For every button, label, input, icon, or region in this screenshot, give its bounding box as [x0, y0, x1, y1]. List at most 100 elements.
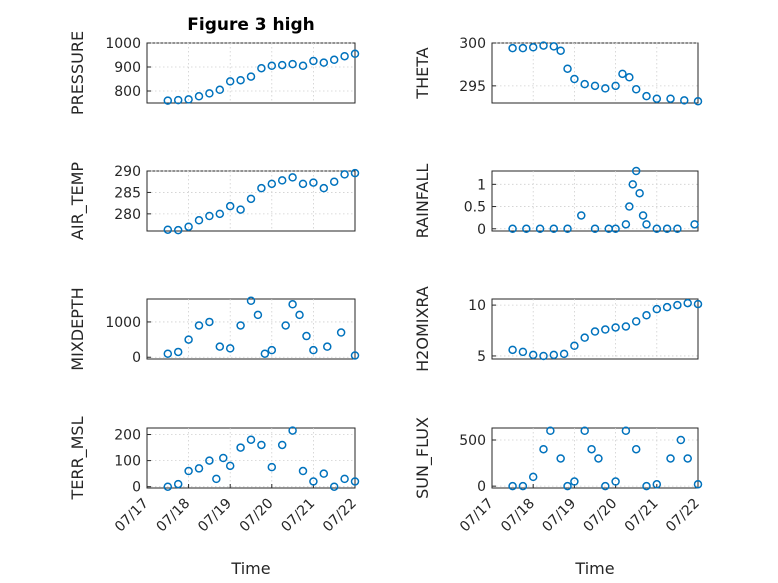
data-point	[205, 317, 214, 327]
data-point	[173, 479, 183, 489]
data-point	[580, 333, 589, 342]
data-point	[621, 220, 631, 229]
data-point	[288, 426, 297, 435]
data-point	[253, 310, 263, 320]
data-point	[570, 74, 579, 84]
data-point	[288, 59, 297, 69]
panel-0: 800 900 1000 PRESSURE	[68, 31, 360, 115]
data-point	[693, 97, 703, 106]
x-tick-label: 07/18	[154, 496, 194, 536]
y-tick-label: 800	[114, 84, 141, 100]
data-point	[673, 224, 682, 234]
data-point	[194, 216, 204, 225]
data-point	[590, 327, 600, 336]
data-point	[559, 349, 569, 359]
data-point	[693, 299, 703, 309]
data-point	[340, 474, 349, 484]
data-point	[267, 462, 277, 472]
axes-box	[146, 170, 356, 232]
data-point	[184, 95, 193, 104]
data-point	[611, 323, 620, 332]
data-point	[577, 211, 586, 220]
data-point	[570, 477, 579, 486]
data-point	[267, 61, 277, 71]
data-point	[225, 77, 235, 86]
panel-6: 0 100 200 07/17 07/18 07/19 07/20 07/21 07/22 Tim…	[68, 416, 360, 578]
data-point	[260, 349, 270, 358]
data-point	[621, 426, 631, 436]
y-tick-label: 10	[468, 298, 486, 314]
axes-box	[491, 42, 699, 104]
data-point	[205, 89, 214, 98]
data-point	[642, 481, 651, 491]
y-tick-label: 1000	[105, 315, 141, 331]
x-tick-label: 07/18	[498, 496, 538, 536]
data-point	[549, 350, 559, 360]
panel-4: 0 1000 MIXDEPTH	[68, 287, 360, 371]
y-tick-label: 900	[114, 60, 141, 76]
y-tick-label: 300	[459, 36, 486, 52]
data-point	[219, 453, 228, 463]
y-tick-label: 0.5	[464, 200, 486, 216]
data-point	[549, 224, 559, 234]
data-point	[666, 94, 675, 103]
data-point	[173, 347, 183, 357]
data-point	[225, 344, 235, 353]
data-point	[508, 481, 517, 491]
data-point	[570, 341, 579, 351]
data-point	[652, 224, 662, 234]
data-point	[319, 469, 329, 478]
data-point	[350, 168, 360, 178]
data-point	[163, 96, 173, 105]
y-tick-label: 0	[132, 350, 141, 366]
y-tick-label: 280	[114, 207, 141, 223]
data-point	[666, 454, 675, 463]
data-point	[611, 224, 620, 234]
data-point	[246, 194, 256, 204]
data-point	[539, 41, 548, 50]
data-point	[631, 317, 641, 326]
data-point	[329, 55, 339, 65]
data-point	[309, 56, 318, 66]
x-tick-label: 07/19	[195, 496, 235, 536]
data-point	[601, 325, 610, 334]
data-point	[288, 300, 297, 309]
data-point	[594, 454, 603, 463]
data-point	[295, 310, 304, 320]
data-point	[508, 224, 517, 234]
y-tick-label: 0	[132, 480, 141, 496]
data-point	[163, 225, 173, 234]
data-point	[350, 49, 360, 59]
data-point	[267, 345, 277, 355]
y-tick-label: 295	[459, 79, 486, 95]
data-point	[281, 321, 290, 330]
y-tick-label: 200	[114, 428, 141, 444]
data-point	[642, 311, 651, 320]
axes-box	[146, 427, 356, 489]
x-tick-label: 07/21	[622, 496, 662, 536]
data-point	[298, 179, 308, 189]
data-point	[215, 85, 225, 95]
data-point	[340, 170, 349, 179]
data-point	[508, 345, 517, 355]
data-point	[546, 426, 555, 436]
x-axis-label: Time	[574, 559, 614, 578]
data-point	[163, 482, 173, 491]
data-point	[618, 69, 627, 79]
data-point	[683, 298, 692, 308]
data-point	[163, 349, 173, 358]
data-point	[205, 456, 214, 465]
data-point	[676, 435, 686, 445]
data-point	[184, 222, 193, 231]
x-axis-label: Time	[230, 559, 270, 578]
data-point	[194, 321, 204, 330]
y-tick-label: 100	[114, 454, 141, 470]
x-tick-label: 07/22	[320, 496, 360, 536]
data-point	[580, 79, 589, 89]
data-point	[309, 477, 318, 486]
data-point	[277, 440, 287, 450]
data-point	[267, 179, 277, 189]
data-point	[580, 426, 589, 436]
axes-box	[491, 170, 699, 232]
